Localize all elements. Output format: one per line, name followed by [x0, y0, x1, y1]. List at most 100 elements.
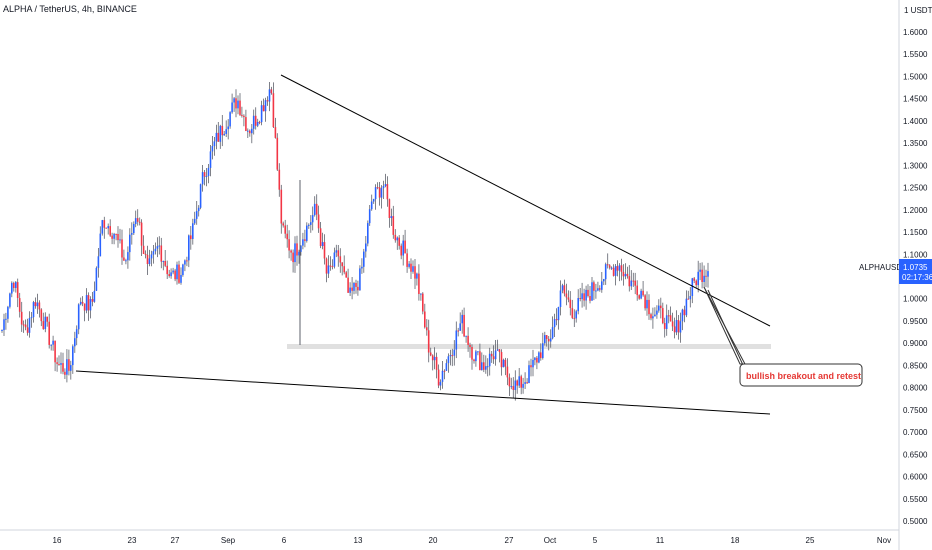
- candle-up: [549, 338, 552, 342]
- candle-up: [321, 242, 324, 246]
- candle-up: [604, 264, 607, 280]
- candle-up: [227, 126, 229, 130]
- x-tick-label: Sep: [221, 536, 236, 545]
- candle-up: [195, 211, 198, 219]
- candle-down: [351, 287, 353, 291]
- support-zone[interactable]: [287, 344, 771, 349]
- candle-up: [97, 256, 100, 268]
- candle-down: [599, 288, 601, 290]
- candle-up: [298, 251, 300, 256]
- candle-down: [563, 285, 566, 294]
- candle-down: [435, 356, 438, 370]
- y-tick-label: 1.2500: [903, 184, 928, 193]
- candle-down: [337, 250, 340, 257]
- candle-down: [91, 299, 94, 302]
- candle-up: [308, 224, 310, 226]
- candle-down: [235, 98, 237, 109]
- candle-up: [156, 246, 159, 249]
- candle-down: [400, 245, 402, 256]
- candle-down: [426, 327, 428, 331]
- candlestick-series[interactable]: [1, 82, 709, 401]
- candle-up: [597, 288, 599, 291]
- candle-down: [339, 256, 342, 263]
- candle-up: [601, 281, 603, 290]
- x-tick-label: 25: [806, 536, 815, 545]
- candle-up: [353, 283, 355, 291]
- candle-down: [272, 93, 275, 128]
- candle-down: [160, 245, 163, 262]
- candle-down: [388, 199, 391, 218]
- candle-up: [652, 316, 654, 319]
- candle-down: [105, 227, 107, 229]
- chart-title: ALPHA / TetherUS, 4h, BINANCE: [3, 4, 137, 14]
- candle-down: [463, 314, 465, 337]
- candle-up: [510, 386, 513, 388]
- candle-down: [471, 347, 473, 360]
- candle-down: [660, 305, 662, 309]
- countdown-timer: 02:17:36: [902, 273, 932, 282]
- candle-up: [152, 251, 155, 255]
- candle-down: [278, 169, 281, 190]
- candle-up: [306, 225, 308, 241]
- candle-up: [223, 133, 225, 136]
- candle-up: [11, 282, 13, 294]
- candle-down: [121, 239, 123, 258]
- candle-up: [148, 258, 151, 264]
- candle-down: [673, 326, 676, 333]
- candle-up: [264, 100, 267, 112]
- candle-down: [667, 315, 670, 317]
- upper-trendline[interactable]: [280, 74, 771, 327]
- candle-down: [347, 277, 349, 293]
- symbol-label: ALPHAUSDT: [859, 263, 907, 272]
- candle-up: [447, 356, 450, 364]
- candle-down: [500, 352, 503, 368]
- lower-trendline[interactable]: [75, 370, 771, 415]
- candle-up: [618, 265, 621, 271]
- candle-up: [610, 267, 613, 269]
- candle-down: [34, 302, 37, 307]
- candle-down: [573, 317, 576, 319]
- x-tick-label: 13: [354, 536, 363, 545]
- candle-down: [239, 100, 241, 115]
- candle-up: [50, 344, 52, 346]
- candle-down: [221, 125, 224, 136]
- y-tick-label: 1.1000: [903, 250, 928, 259]
- candle-down: [662, 308, 664, 323]
- candle-down: [26, 327, 29, 333]
- candle-down: [343, 266, 345, 273]
- candle-up: [310, 222, 312, 225]
- candle-up: [233, 98, 235, 103]
- candle-down: [325, 258, 328, 274]
- currency-label: 1 USDT: [904, 6, 932, 15]
- candle-up: [127, 252, 129, 261]
- candle-up: [455, 330, 458, 350]
- candle-up: [75, 329, 78, 339]
- candle-down: [174, 270, 176, 280]
- candle-up: [197, 207, 200, 212]
- candle-down: [437, 369, 440, 386]
- annotation-box[interactable]: [739, 363, 863, 387]
- candle-down: [286, 233, 288, 240]
- candle-up: [561, 285, 564, 291]
- candle-down: [22, 324, 25, 326]
- candle-up: [679, 321, 682, 333]
- candle-down: [555, 319, 558, 321]
- candle-up: [603, 279, 605, 282]
- x-tick-label: 27: [171, 536, 180, 545]
- candle-up: [182, 264, 184, 275]
- candle-up: [518, 376, 520, 386]
- candle-down: [498, 349, 501, 352]
- candle-up: [675, 320, 678, 333]
- candle-up: [665, 315, 668, 329]
- y-tick-label: 1.5500: [903, 50, 928, 59]
- candle-up: [614, 266, 617, 276]
- candle-down: [583, 293, 585, 301]
- candle-down: [508, 377, 511, 387]
- candle-down: [687, 298, 690, 300]
- candle-up: [367, 223, 369, 244]
- candle-down: [241, 114, 243, 116]
- candle-down: [622, 271, 625, 277]
- candle-down: [243, 115, 245, 118]
- candle-up: [461, 314, 463, 324]
